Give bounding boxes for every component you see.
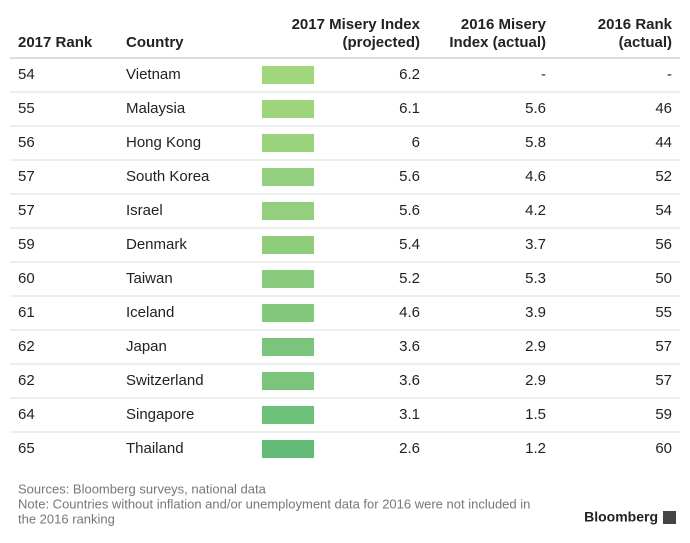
cell: 1.5 (525, 406, 546, 423)
cell: Vietnam (126, 66, 181, 83)
footer-note: Sources: Bloomberg surveys, national dat… (18, 481, 267, 496)
cell: 3.6 (399, 372, 420, 389)
cell: 5.6 (525, 100, 546, 117)
row-bar (262, 372, 314, 390)
cell: 5.2 (399, 270, 420, 287)
cell: 55 (18, 100, 35, 117)
cell: 52 (655, 168, 672, 185)
row-bar (262, 440, 314, 458)
row-bar (262, 304, 314, 322)
row-bar (262, 202, 314, 220)
cell: Switzerland (126, 372, 204, 389)
cell: 59 (18, 236, 35, 253)
cell: Thailand (126, 440, 184, 457)
cell: Israel (126, 202, 163, 219)
cell: South Korea (126, 168, 210, 185)
cell: 57 (18, 168, 35, 185)
column-header: Index (actual) (449, 34, 546, 51)
column-header: 2017 Misery Index (292, 16, 421, 33)
cell: 3.9 (525, 304, 546, 321)
cell: 44 (655, 134, 672, 151)
cell: 5.8 (525, 134, 546, 151)
cell: 57 (18, 202, 35, 219)
footer-note: Note: Countries without inflation and/or… (18, 496, 530, 511)
cell: 50 (655, 270, 672, 287)
cell: Taiwan (126, 270, 173, 287)
row-bar (262, 100, 314, 118)
cell: Iceland (126, 304, 174, 321)
row-bar (262, 236, 314, 254)
cell: 59 (655, 406, 672, 423)
cell: 4.6 (525, 168, 546, 185)
cell: 46 (655, 100, 672, 117)
cell: 54 (655, 202, 672, 219)
cell: Denmark (126, 236, 187, 253)
cell: 3.7 (525, 236, 546, 253)
cell: 6.1 (399, 100, 420, 117)
footer-note: the 2016 ranking (18, 511, 115, 526)
cell: 62 (18, 372, 35, 389)
cell: Malaysia (126, 100, 186, 117)
cell: 2.9 (525, 338, 546, 355)
cell: 6.2 (399, 66, 420, 83)
cell: 5.4 (399, 236, 420, 253)
cell: 4.6 (399, 304, 420, 321)
column-header: Country (126, 34, 184, 51)
cell: 3.6 (399, 338, 420, 355)
cell: 2.6 (399, 440, 420, 457)
cell: - (667, 66, 672, 83)
cell: 57 (655, 372, 672, 389)
cell: 65 (18, 440, 35, 457)
cell: 5.6 (399, 202, 420, 219)
cell: 4.2 (525, 202, 546, 219)
cell: 54 (18, 66, 35, 83)
cell: 5.3 (525, 270, 546, 287)
cell: 60 (655, 440, 672, 457)
cell: 56 (655, 236, 672, 253)
column-header: (actual) (619, 34, 672, 51)
column-header: 2016 Rank (598, 16, 673, 33)
cell: Japan (126, 338, 167, 355)
column-header: 2017 Rank (18, 34, 93, 51)
cell: 56 (18, 134, 35, 151)
row-bar (262, 338, 314, 356)
cell: Hong Kong (126, 134, 201, 151)
cell: 57 (655, 338, 672, 355)
cell: 6 (412, 134, 420, 151)
column-header: (projected) (342, 34, 420, 51)
row-bar (262, 406, 314, 424)
brand: Bloomberg (584, 509, 658, 525)
cell: 2.9 (525, 372, 546, 389)
row-bar (262, 270, 314, 288)
cell: 55 (655, 304, 672, 321)
brand-icon (663, 511, 676, 524)
cell: Singapore (126, 406, 194, 423)
cell: 62 (18, 338, 35, 355)
cell: 5.6 (399, 168, 420, 185)
cell: 61 (18, 304, 35, 321)
cell: 1.2 (525, 440, 546, 457)
row-bar (262, 134, 314, 152)
cell: 3.1 (399, 406, 420, 423)
cell: - (541, 66, 546, 83)
row-bar (262, 168, 314, 186)
column-header: 2016 Misery (461, 16, 547, 33)
cell: 64 (18, 406, 35, 423)
cell: 60 (18, 270, 35, 287)
row-bar (262, 66, 314, 84)
